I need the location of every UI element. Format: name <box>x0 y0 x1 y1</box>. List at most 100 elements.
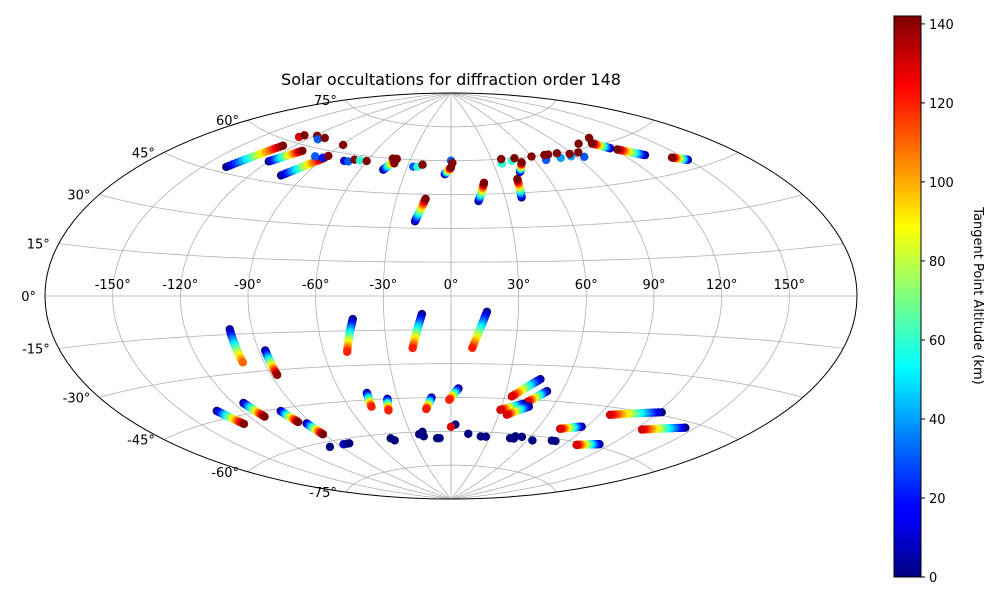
x-tick-label: -60° <box>302 278 330 293</box>
occultation-point <box>613 145 622 154</box>
occultation-point <box>390 159 399 168</box>
data-marks <box>212 131 693 452</box>
occultation-point <box>572 440 581 450</box>
occultation-point <box>468 343 477 353</box>
y-tick-label: 45° <box>132 147 155 162</box>
occultation-point <box>464 429 473 438</box>
x-tick-label: 30° <box>507 278 530 293</box>
colorbar-tick-label: 40 <box>929 413 946 428</box>
occultation-point <box>528 436 537 445</box>
occultation-point <box>278 141 288 150</box>
occultation-point <box>345 439 354 448</box>
occultation-point <box>445 395 454 404</box>
occultation-point <box>555 424 565 434</box>
occultation-point <box>384 406 393 415</box>
y-tick-label: -15° <box>22 343 50 358</box>
occultation-point <box>320 133 329 143</box>
y-tick-label: -45° <box>127 434 155 449</box>
occultation-point <box>298 146 307 156</box>
occultation-point <box>479 178 489 187</box>
occultation-point <box>574 139 583 148</box>
occultation-point <box>293 417 303 427</box>
occultation-point <box>511 432 520 441</box>
occultation-point <box>580 152 589 162</box>
colorbar-tick-label: 100 <box>929 176 954 191</box>
x-tick-label: 120° <box>706 278 737 293</box>
occultation-point <box>448 158 457 168</box>
x-tick-label: -120° <box>162 278 198 293</box>
y-tick-label: -60° <box>211 466 239 481</box>
x-tick-label: 60° <box>575 278 598 293</box>
colorbar: 0 20 40 60 80 100 120 140 Tangent Point Altitud… <box>893 15 985 586</box>
occultation-point <box>584 133 594 143</box>
occultation-point <box>481 432 491 441</box>
occultation-point <box>517 158 526 167</box>
parallel-gridline <box>345 464 557 493</box>
y-tick-label: -30° <box>63 392 91 407</box>
y-tick-label: 60° <box>216 114 239 129</box>
occultation-point <box>300 131 309 140</box>
y-tick-label: 75° <box>314 94 337 109</box>
occultation-point <box>574 148 583 157</box>
occultation-point <box>355 156 365 165</box>
occultation-point <box>408 343 417 353</box>
y-tick-label: -75° <box>309 486 337 501</box>
occultation-point <box>527 152 536 161</box>
x-tick-label: -90° <box>234 278 262 293</box>
occultation-point <box>260 412 269 421</box>
occultation-point <box>338 140 348 150</box>
occultation-point <box>517 432 527 442</box>
parallel-gridline <box>99 363 803 398</box>
y-tick-label: 0° <box>21 290 36 305</box>
graticule <box>45 92 857 500</box>
colorbar-ticks: 0 20 40 60 80 100 120 140 <box>921 18 954 586</box>
y-tick-label: 15° <box>27 238 50 253</box>
occultation-point <box>605 410 615 420</box>
occultation-point <box>496 154 506 164</box>
occultation-point <box>367 402 376 411</box>
occultation-point <box>418 427 427 437</box>
occultation-point <box>543 150 553 159</box>
occultation-point <box>422 404 431 414</box>
axis-tick-labels: -150° -120° -90° -60° -30° 0° 30° 60° 90° 120° 150… <box>21 94 805 501</box>
occultation-point <box>390 436 399 445</box>
occultation-point <box>310 152 320 161</box>
occultation-point <box>502 410 511 419</box>
x-tick-label: 0° <box>444 278 459 293</box>
occultation-point <box>418 160 427 169</box>
x-tick-label: 90° <box>642 278 665 293</box>
occultation-point <box>496 405 505 414</box>
parallel-gridline <box>99 194 803 229</box>
occultation-point <box>325 442 335 452</box>
occultation-point <box>342 347 352 356</box>
parallel-gridline <box>247 430 655 473</box>
parallel-gridline <box>345 99 557 128</box>
occultation-point <box>446 422 456 432</box>
occultation-point <box>421 194 430 204</box>
occultation-point <box>435 433 444 443</box>
occultation-point <box>318 430 328 439</box>
occultation-point <box>510 153 519 163</box>
occultation-point <box>551 436 560 446</box>
occultation-point <box>637 425 647 434</box>
occultation-point <box>272 370 282 380</box>
colorbar-tick-label: 140 <box>929 18 954 33</box>
occultation-point <box>667 153 677 162</box>
occultation-point <box>552 149 562 158</box>
colorbar-tick-label: 80 <box>929 255 946 270</box>
occultation-point <box>313 135 323 144</box>
colorbar-label: Tangent Point Altitude (km) <box>970 206 985 384</box>
x-tick-label: -150° <box>95 278 131 293</box>
x-tick-label: -30° <box>369 278 397 293</box>
occultation-point <box>507 392 517 401</box>
parallel-gridline <box>163 152 739 195</box>
colorbar-tick-label: 60 <box>929 334 946 349</box>
colorbar-gradient <box>893 15 922 578</box>
colorbar-tick-label: 0 <box>929 571 937 586</box>
occultation-point <box>238 358 248 367</box>
x-tick-label: 150° <box>774 278 805 293</box>
occultation-point <box>324 151 333 161</box>
occultation-point <box>362 156 371 166</box>
occultation-point <box>565 149 574 159</box>
